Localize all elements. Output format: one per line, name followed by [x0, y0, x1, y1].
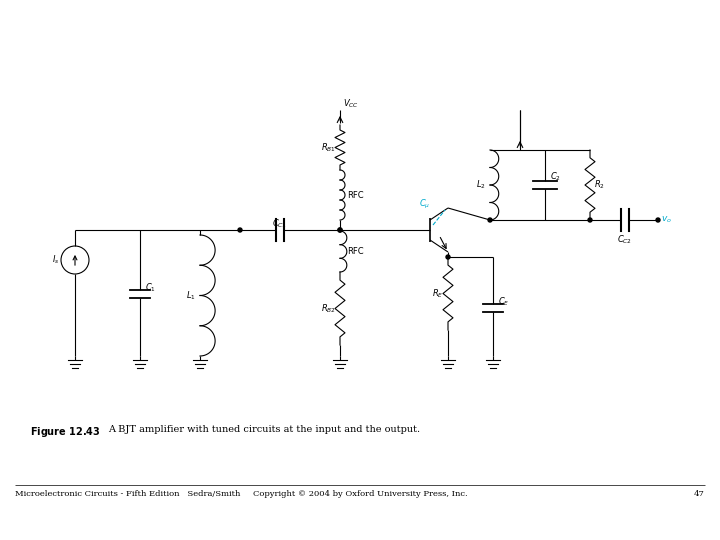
Text: $R_2$: $R_2$ [594, 179, 605, 191]
Text: $C_1$: $C_1$ [145, 282, 156, 294]
Text: $C_2$: $C_2$ [550, 171, 561, 183]
Circle shape [488, 218, 492, 222]
Text: $C_\mu$: $C_\mu$ [419, 198, 431, 211]
Text: $C_{C2}$: $C_{C2}$ [618, 233, 633, 246]
Circle shape [238, 228, 242, 232]
Circle shape [588, 218, 592, 222]
Text: $L_1$: $L_1$ [186, 289, 196, 302]
Text: $R_{B2}$: $R_{B2}$ [321, 302, 336, 315]
Text: Copyright © 2004 by Oxford University Press, Inc.: Copyright © 2004 by Oxford University Pr… [253, 490, 467, 498]
Text: $R_{B1}$: $R_{B1}$ [321, 141, 336, 154]
Text: $L_2$: $L_2$ [476, 179, 486, 191]
Circle shape [446, 255, 450, 259]
Text: $R_E$: $R_E$ [433, 287, 444, 300]
Text: $C_{C1}$: $C_{C1}$ [272, 217, 287, 230]
Text: RFC: RFC [347, 247, 364, 256]
Text: $I_s$: $I_s$ [52, 254, 59, 266]
Circle shape [338, 228, 342, 232]
Text: $v_o$: $v_o$ [661, 215, 672, 225]
Text: A BJT amplifier with tuned circuits at the input and the output.: A BJT amplifier with tuned circuits at t… [108, 425, 420, 434]
Text: Microelectronic Circuits - Fifth Edition   Sedra/Smith: Microelectronic Circuits - Fifth Edition… [15, 490, 240, 498]
Text: $C_E$: $C_E$ [498, 295, 510, 308]
Circle shape [656, 218, 660, 222]
Text: 47: 47 [694, 490, 705, 498]
Text: $V_{CC}$: $V_{CC}$ [343, 98, 359, 110]
Circle shape [338, 228, 342, 232]
Text: RFC: RFC [347, 191, 364, 199]
Text: $\mathbf{Figure\ 12.43}$: $\mathbf{Figure\ 12.43}$ [30, 425, 101, 439]
